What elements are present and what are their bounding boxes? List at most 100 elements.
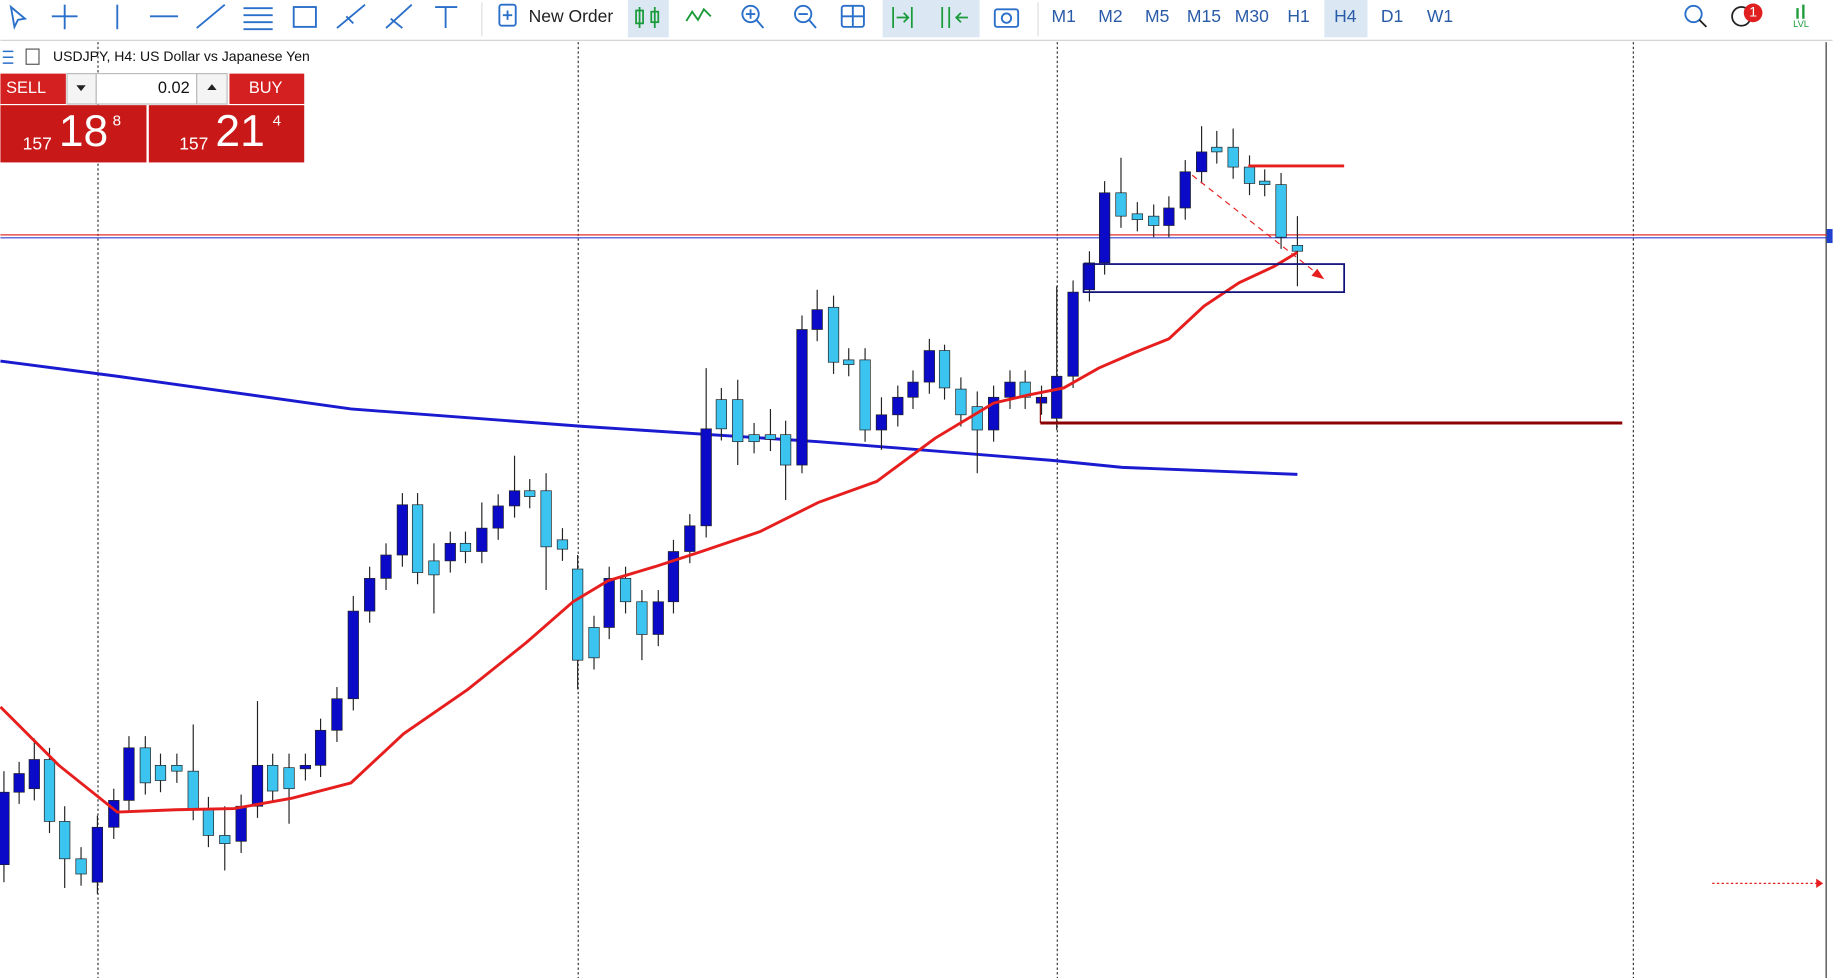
candle-body <box>652 601 664 635</box>
sell-fraction: 8 <box>113 113 121 130</box>
timeframe-button[interactable]: W1 <box>1427 6 1453 26</box>
fibo-tool[interactable] <box>385 3 413 29</box>
volume-up-arrow <box>207 84 217 90</box>
candle-body <box>283 767 295 790</box>
candle-body <box>380 554 392 579</box>
candle-body <box>347 610 359 700</box>
shape-tool[interactable] <box>292 6 317 28</box>
buy-price[interactable] <box>148 105 305 163</box>
buy-big-figure: 157 <box>179 134 208 154</box>
trend-line-tool[interactable] <box>196 3 226 29</box>
candle-body <box>988 396 1000 431</box>
candles-icon-body <box>650 10 660 24</box>
symbol-icon <box>25 48 40 65</box>
sell-label: SELL <box>6 79 46 97</box>
candle-body <box>715 399 727 430</box>
candle-body <box>923 350 935 383</box>
candle-body <box>251 764 264 807</box>
candle-body <box>459 542 472 552</box>
active-tool <box>882 0 980 38</box>
candle-body <box>428 560 440 576</box>
moving-average-fast <box>0 251 1299 814</box>
candle-body <box>1115 192 1127 217</box>
gann-tool[interactable] <box>336 3 366 29</box>
candle-body <box>235 805 247 842</box>
candle-body <box>636 601 648 635</box>
candle-body <box>955 388 967 416</box>
candle-body <box>1148 215 1160 226</box>
buy-label: BUY <box>249 79 283 97</box>
timeframe-button[interactable]: H1 <box>1287 6 1309 26</box>
candle-body <box>748 434 760 443</box>
tile-windows[interactable] <box>840 4 865 28</box>
timeframe-button[interactable]: M30 <box>1235 6 1269 26</box>
chart-area <box>0 42 1833 978</box>
cursor-tool[interactable] <box>9 4 28 30</box>
timeframe-button[interactable]: H4 <box>1334 6 1357 26</box>
channel-tool[interactable] <box>243 7 273 31</box>
timeframe-button[interactable]: M5 <box>1145 6 1169 26</box>
candle-body <box>843 359 855 365</box>
candle-body <box>1067 291 1079 377</box>
candle-body <box>1019 381 1031 398</box>
notification-badge <box>1743 3 1763 23</box>
line-chart-icon[interactable] <box>685 7 712 22</box>
timeframe-button[interactable]: M15 <box>1187 6 1221 26</box>
chart-title: USDJPY, H4: US Dollar vs Japanese Yen <box>53 48 310 64</box>
candle-body <box>1179 171 1191 209</box>
candle-body <box>780 434 792 466</box>
candle-body <box>1195 151 1208 173</box>
candle-body <box>1083 262 1096 291</box>
candles-icon-body <box>635 9 644 25</box>
timeframes: M1 M2 M5 M15 M30 H1 H4 D1 W1 <box>1052 6 1454 26</box>
new-order-button[interactable]: New Order <box>498 3 614 27</box>
candle-body <box>1004 381 1016 398</box>
candle-body <box>154 764 167 781</box>
timeframe-button[interactable]: M2 <box>1098 6 1122 26</box>
chart-header: USDJPY, H4: US Dollar vs Japanese Yen <box>2 48 310 65</box>
candle-body <box>508 490 521 507</box>
timeframe-button[interactable]: D1 <box>1381 6 1403 26</box>
candle-body <box>796 329 808 466</box>
chart-shift[interactable] <box>941 7 968 29</box>
candle-body <box>938 350 951 389</box>
zoom-out[interactable] <box>794 4 817 29</box>
candle-body <box>1051 375 1063 419</box>
candle-body <box>827 306 840 363</box>
candle-body <box>219 835 231 844</box>
candle-body <box>171 764 183 772</box>
notification-count: 1 <box>1749 4 1757 20</box>
volume-value: 0.02 <box>158 79 190 97</box>
candle-body <box>492 505 504 529</box>
candle-body <box>732 399 744 443</box>
crosshair-tool[interactable] <box>51 4 78 30</box>
zoom-in[interactable] <box>741 4 765 29</box>
new-order-icon <box>498 3 517 27</box>
candle-body <box>139 747 151 784</box>
text-tool[interactable] <box>435 6 458 29</box>
candle-body <box>1035 396 1048 404</box>
sell-price[interactable] <box>0 105 147 163</box>
candle-body <box>396 504 408 556</box>
candle-body <box>907 381 919 398</box>
candle-body <box>59 821 71 860</box>
timeframe-button[interactable]: M1 <box>1052 6 1076 26</box>
buy-button[interactable] <box>229 73 305 104</box>
candle-body <box>1099 192 1111 264</box>
buy-fraction: 4 <box>273 113 281 130</box>
level-icon[interactable]: LVL <box>1793 19 1809 29</box>
search[interactable] <box>1684 4 1708 28</box>
candle-body <box>1259 180 1271 185</box>
candle-body <box>267 764 279 792</box>
sell-button[interactable] <box>0 73 66 104</box>
menu-icon <box>2 50 14 64</box>
candle-body <box>314 729 327 766</box>
candle-body <box>875 414 888 431</box>
screenshot[interactable] <box>993 8 1020 28</box>
new-order-label: New Order <box>529 6 614 26</box>
buy-pips: 21 <box>215 107 264 156</box>
candle-body <box>123 747 135 801</box>
autoscroll[interactable] <box>892 7 913 29</box>
